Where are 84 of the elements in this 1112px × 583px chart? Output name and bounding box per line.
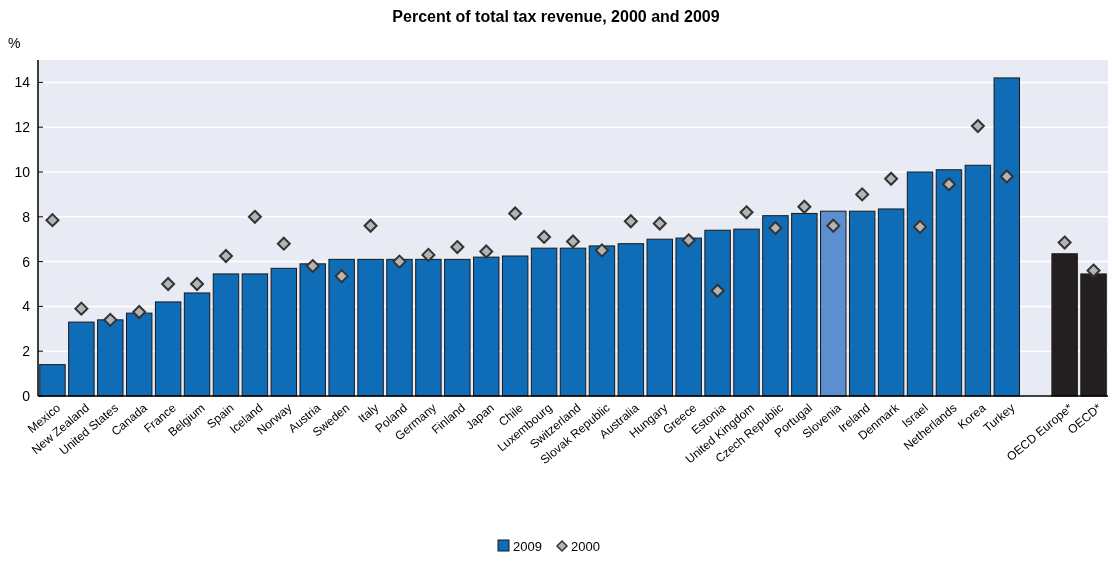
- bar: [820, 210, 847, 397]
- bar: [617, 243, 645, 397]
- point: [826, 218, 841, 233]
- point: [190, 277, 205, 291]
- point: [1057, 235, 1072, 250]
- bar: [270, 267, 298, 397]
- bar: [1051, 253, 1078, 397]
- bar: [39, 364, 66, 397]
- y-axis-title: %: [8, 35, 21, 51]
- point: [103, 312, 118, 327]
- point: [508, 206, 523, 221]
- point: [739, 205, 754, 220]
- bar: [241, 273, 269, 397]
- bar: [993, 77, 1021, 397]
- y-tick-label: 4: [22, 298, 31, 315]
- y-tick-label: 2: [22, 343, 31, 360]
- bar: [791, 212, 818, 397]
- point: [421, 247, 436, 262]
- bar: [588, 245, 616, 397]
- point: [1086, 263, 1101, 278]
- point: [392, 254, 407, 269]
- bar: [68, 321, 95, 397]
- point: [132, 305, 147, 319]
- bar: [154, 301, 182, 397]
- point: [247, 209, 262, 224]
- y-tick-label: 8: [22, 208, 31, 225]
- y-tick-label: 10: [14, 163, 31, 180]
- bar: [733, 228, 760, 397]
- bar: [964, 164, 992, 397]
- bar: [328, 258, 355, 397]
- bar: [675, 237, 702, 397]
- bar: [386, 258, 413, 397]
- y-tick-label: 6: [22, 253, 31, 270]
- point: [276, 236, 291, 251]
- bar: [877, 208, 905, 397]
- bar: [906, 171, 934, 397]
- point: [450, 240, 465, 255]
- bar: [357, 258, 384, 397]
- legend-label: 2009: [513, 538, 542, 554]
- y-tick-label: 0: [22, 387, 31, 404]
- y-tick-label: 14: [14, 74, 31, 91]
- point: [941, 177, 956, 192]
- bar: [646, 238, 673, 397]
- point: [681, 233, 696, 248]
- point: [537, 229, 552, 244]
- point: [45, 213, 60, 228]
- bar: [299, 263, 326, 397]
- point: [970, 119, 985, 134]
- bar: [473, 256, 500, 397]
- point: [161, 277, 176, 291]
- point: [594, 243, 609, 258]
- bar: [848, 210, 876, 397]
- point: [652, 216, 667, 231]
- point: [74, 301, 89, 316]
- y-tick-label: 12: [14, 119, 31, 136]
- point: [218, 249, 233, 263]
- chart-title: Percent of total tax revenue, 2000 and 2009: [392, 8, 720, 25]
- bar: [212, 273, 240, 397]
- bar: [935, 169, 963, 397]
- bar: [444, 258, 471, 397]
- bar: [559, 247, 587, 397]
- point: [884, 171, 899, 186]
- point: [363, 218, 378, 233]
- bar: [1080, 273, 1107, 397]
- point: [768, 221, 783, 235]
- bar: [762, 215, 789, 397]
- bar: [530, 247, 558, 397]
- point: [913, 219, 928, 234]
- point: [334, 269, 349, 284]
- point: [999, 169, 1014, 184]
- bar: [415, 258, 442, 397]
- bar: [125, 312, 153, 397]
- point: [305, 259, 320, 274]
- point: [566, 234, 580, 249]
- point: [623, 214, 638, 229]
- point: [479, 244, 494, 259]
- legend-label: 2000: [571, 538, 600, 554]
- point: [797, 199, 812, 214]
- bar: [97, 319, 124, 397]
- point: [710, 283, 725, 298]
- bar: [501, 255, 529, 397]
- bar: [183, 292, 211, 397]
- point: [855, 187, 870, 202]
- bar: [704, 229, 731, 397]
